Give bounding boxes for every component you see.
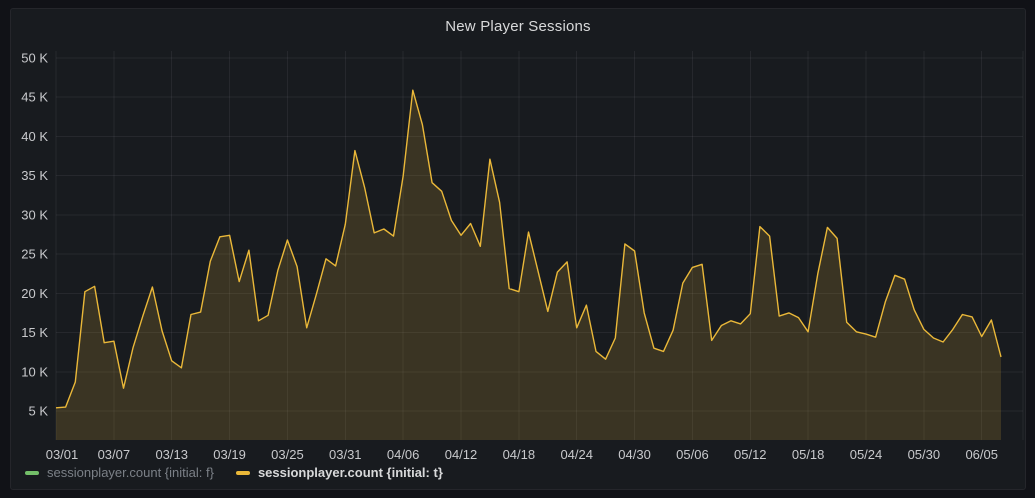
x-axis-tick-label: 04/30 (618, 447, 651, 462)
chart-panel: New Player Sessions 5 K 10 K 15 K 20 K 25 K 3… (10, 8, 1026, 490)
x-axis-tick-label: 04/24 (560, 447, 593, 462)
y-axis-tick-label: 25 K (21, 247, 48, 262)
legend-item-initial-f[interactable]: sessionplayer.count {initial: f} (25, 465, 214, 480)
x-axis-tick-label: 03/25 (271, 447, 304, 462)
y-axis-tick-label: 50 K (21, 51, 48, 66)
x-axis-tick-label: 05/06 (676, 447, 709, 462)
x-axis-tick-label: 03/07 (98, 447, 131, 462)
y-axis-tick-label: 5 K (28, 403, 48, 418)
x-axis-tick-label: 06/05 (965, 447, 998, 462)
legend-swatch-green (25, 470, 39, 475)
y-axis-tick-label: 20 K (21, 286, 48, 301)
legend-item-initial-t[interactable]: sessionplayer.count {initial: t} (235, 465, 443, 480)
legend: sessionplayer.count {initial: f} session… (25, 465, 443, 480)
panel-title: New Player Sessions (445, 18, 591, 35)
legend-swatch-yellow (235, 470, 250, 475)
x-axis-tick-label: 05/18 (792, 447, 825, 462)
y-axis-tick-label: 40 K (21, 129, 48, 144)
x-axis-tick-label: 03/13 (155, 447, 188, 462)
series-area-fill (56, 90, 1001, 440)
x-axis-tick-label: 04/18 (503, 447, 536, 462)
y-axis-tick-label: 30 K (21, 207, 48, 222)
x-axis-tick-label: 04/12 (445, 447, 478, 462)
x-axis-tick-label: 03/31 (329, 447, 362, 462)
y-axis-tick-label: 45 K (21, 90, 48, 105)
x-axis-tick-label: 03/01 (46, 447, 79, 462)
legend-label-initial-f: sessionplayer.count {initial: f} (47, 465, 214, 480)
y-axis-tick-label: 10 K (21, 364, 48, 379)
x-axis-tick-label: 04/06 (387, 447, 420, 462)
legend-label-initial-t: sessionplayer.count {initial: t} (257, 465, 443, 480)
x-axis-tick-label: 05/30 (908, 447, 941, 462)
series-line (55, 89, 1002, 409)
x-axis-tick-label: 03/19 (213, 447, 246, 462)
time-series-plot-area[interactable]: 5 K 10 K 15 K 20 K 25 K 30 K 35 K 40 K 45 K 50 K 0… (11, 9, 1025, 489)
y-axis-tick-label: 15 K (21, 325, 48, 340)
x-axis-tick-label: 05/24 (850, 447, 883, 462)
x-axis-tick-label: 05/12 (734, 447, 767, 462)
y-axis-tick-label: 35 K (21, 168, 48, 183)
